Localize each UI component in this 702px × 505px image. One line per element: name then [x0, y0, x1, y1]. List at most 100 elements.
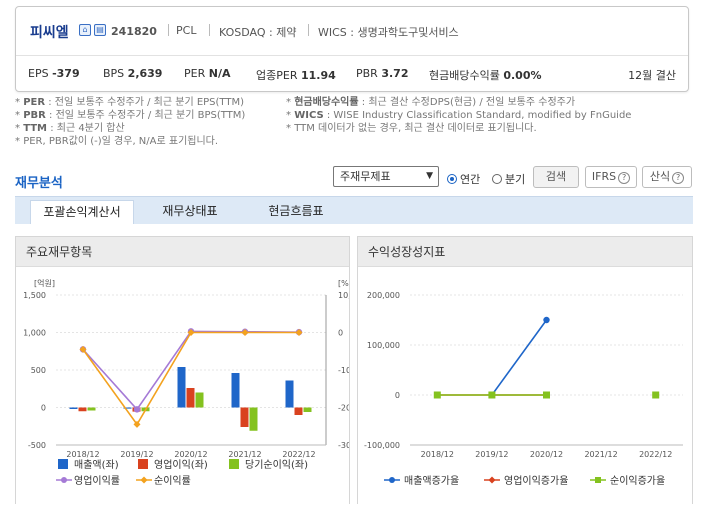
metric-pbr: PBR 3.72: [356, 67, 409, 80]
x-tick-label: 2019/12: [475, 450, 508, 459]
x-tick-label: 2021/12: [584, 450, 617, 459]
metric-per: PER N/A: [184, 67, 231, 80]
y-left-unit: [억원]: [34, 278, 55, 288]
point-net-income-growth: [652, 391, 660, 399]
point-net-margin: [133, 420, 141, 428]
y-right-tick-label: -20,: [338, 404, 349, 413]
point-net-margin: [187, 329, 195, 336]
legend-label: 매출액증가율: [404, 475, 459, 487]
bar-revenue: [285, 380, 294, 408]
point-revenue-growth: [543, 316, 550, 324]
company-summary-box: 피씨엘 ⌂ ▤ 241820 PCL KOSDAQ : 제약 WICS : 생명…: [15, 6, 689, 92]
formula-label: 산식: [649, 170, 671, 183]
metric-dividend-yield: 현금배당수익률 0.00%: [429, 69, 542, 82]
legend-swatch: [229, 459, 239, 469]
note-wics: * WICS : WISE Industry Classification St…: [286, 110, 632, 121]
y-left-tick-label: 1,000: [23, 329, 46, 338]
divider: [168, 24, 169, 36]
bar-net-income: [303, 407, 312, 412]
note-ttm-missing: * TTM 데이터가 없는 경우, 최근 결산 데이터로 표기됩니다.: [286, 123, 537, 134]
legend-swatch-marker: [389, 477, 395, 483]
x-tick-label: 2018/12: [421, 450, 454, 459]
metric-eps: EPS -379: [28, 67, 80, 80]
statement-type-select[interactable]: 주재무제표 ▼: [333, 166, 439, 187]
x-tick-label: 2019/12: [120, 450, 153, 459]
panel-key-financials: 주요재무항목 [억원] [%] 1,500 1,000 500 0 -500 10,0 0 -10…: [15, 236, 350, 504]
point-net-margin: [79, 345, 87, 353]
legend-label: 영업이익(좌): [154, 458, 208, 471]
x-tick-label: 2021/12: [228, 450, 261, 459]
legend-swatch-marker: [61, 477, 67, 483]
point-net-margin: [295, 329, 303, 336]
bar-revenue: [177, 367, 186, 408]
y-right-unit: [%]: [338, 279, 349, 288]
legend-label: 순이익률: [154, 475, 191, 487]
note-pbr: * PBR : 전일 보통주 수정주가 / 최근 분기 BPS(TTM): [15, 110, 246, 121]
help-icon: ?: [672, 172, 685, 184]
x-tick-label: 2018/12: [66, 450, 99, 459]
tab-cash-flow[interactable]: 현금흐름표: [268, 204, 324, 218]
legend-label: 당기순이익(좌): [245, 459, 308, 471]
radio-unselected-icon: [492, 174, 502, 184]
y-left-tick-label: 500: [31, 366, 46, 375]
radio-quarter[interactable]: 분기: [492, 171, 525, 187]
tab-income-statement[interactable]: 포괄손익계산서: [30, 200, 134, 224]
y-tick-label: 200,000: [367, 291, 400, 300]
legend-swatch-marker: [595, 477, 601, 483]
line-revenue-growth: [491, 319, 548, 396]
x-tick-label: 2022/12: [282, 450, 315, 459]
y-left-tick-label: -500: [28, 441, 46, 450]
legend-label: 영업이익률: [74, 474, 120, 487]
home-icon[interactable]: ⌂: [79, 24, 91, 36]
y-right-tick-label: -10,: [338, 366, 349, 375]
bar-revenue: [231, 373, 240, 408]
bar-revenue: [123, 407, 132, 409]
x-tick-label: 2020/12: [174, 450, 207, 459]
y-right-tick-label: 0: [338, 329, 343, 338]
divider: [16, 55, 688, 56]
point-net-income-growth: [543, 391, 550, 399]
radio-selected-icon: [447, 174, 457, 184]
ifrs-label: IFRS: [591, 170, 617, 183]
radio-quarter-label: 분기: [505, 173, 526, 186]
wics-info: WICS : 생명과학도구및서비스: [318, 26, 459, 39]
help-icon: ?: [618, 172, 631, 184]
point-net-margin: [241, 329, 249, 336]
bar-net-income: [87, 407, 96, 411]
radio-annual[interactable]: 연간: [447, 171, 480, 187]
divider: [308, 24, 309, 36]
legend-label: 순이익증가율: [610, 475, 665, 487]
company-eng-name: PCL: [176, 24, 197, 37]
section-title: 재무분석: [15, 176, 63, 191]
formula-button[interactable]: 산식?: [642, 166, 692, 188]
bar-net-income: [249, 407, 258, 431]
metric-sector-per: 업종PER 11.94: [256, 69, 336, 82]
point-net-income-growth: [488, 391, 496, 399]
divider: [209, 24, 210, 36]
search-button[interactable]: 검색: [533, 166, 579, 188]
y-tick-label: -100,000: [364, 441, 400, 450]
bar-op-income: [78, 407, 87, 412]
bar-net-income: [195, 392, 204, 408]
key-financials-chart: [억원] [%] 1,500 1,000 500 0 -500 10,0 0 -10, -20, -3…: [23, 278, 349, 487]
company-name: 피씨엘: [30, 25, 69, 41]
note-per-pbr-na: * PER, PBR값이 (-)일 경우, N/A로 표기됩니다.: [15, 136, 219, 147]
bar-op-income: [186, 388, 195, 408]
panel-title-key-financials: 주요재무항목: [16, 237, 349, 267]
notes-left: * PER : 전일 보통주 수정주가 / 최근 분기 EPS(TTM) * P…: [15, 96, 285, 148]
fiscal-year-end: 12월 결산: [628, 69, 676, 82]
select-value: 주재무제표: [340, 170, 391, 183]
tab-balance-sheet[interactable]: 재무상태표: [162, 204, 218, 218]
x-tick-label: 2022/12: [639, 450, 672, 459]
report-icon[interactable]: ▤: [94, 24, 106, 36]
y-left-tick-label: 0: [41, 404, 46, 413]
bar-op-income: [294, 407, 303, 415]
ifrs-button[interactable]: IFRS?: [585, 166, 637, 188]
note-per: * PER : 전일 보통주 수정주가 / 최근 분기 EPS(TTM): [15, 97, 244, 108]
legend-swatch: [138, 459, 148, 469]
legend-swatch: [58, 459, 68, 469]
bar-revenue: [69, 407, 78, 409]
note-ttm: * TTM : 최근 4분기 합산: [15, 123, 125, 134]
point-net-income-growth: [433, 391, 441, 399]
growth-indicators-chart: 200,000 100,000 0 -100,000 2018/12 2019/12 202…: [364, 291, 683, 487]
